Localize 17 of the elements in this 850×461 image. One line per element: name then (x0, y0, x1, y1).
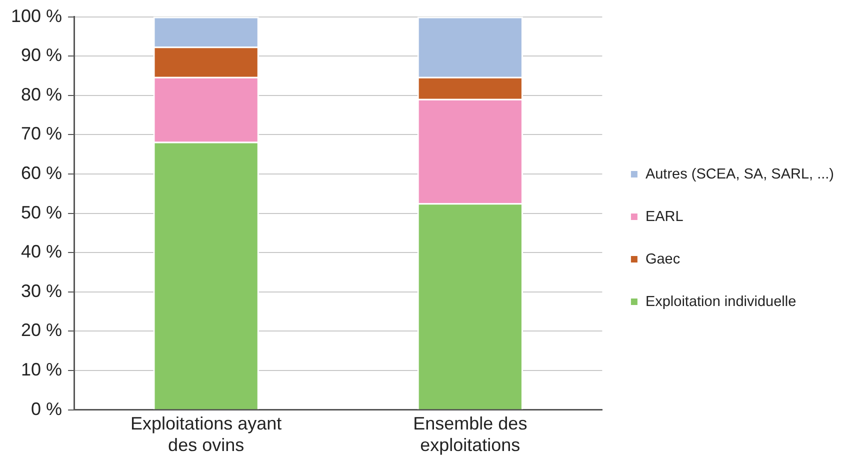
y-tick-label: 80 % (21, 84, 62, 104)
y-tick-label: 70 % (21, 124, 62, 144)
y-tick-label: 30 % (21, 280, 62, 301)
legend-label: Autres (SCEA, SA, SARL, ...) (645, 166, 834, 182)
y-tick-label: 90 % (21, 45, 62, 66)
y-tick-label: 50 % (21, 202, 62, 222)
legend-label: EARL (645, 208, 684, 225)
legend-label: Exploitation individuelle (645, 294, 796, 310)
y-tick-label: 0 % (31, 398, 62, 419)
y-tick-label: 100 % (10, 6, 62, 26)
y-tick-label: 40 % (21, 242, 62, 262)
legend-label: Gaec (645, 251, 680, 268)
y-tick-label: 10 % (21, 359, 62, 380)
x-tick-label: Ensemble des exploitations (413, 414, 528, 456)
x-tick-label: Exploitations ayant des ovins (130, 414, 282, 456)
y-tick-label: 60 % (21, 162, 62, 183)
y-tick-label: 20 % (21, 320, 62, 340)
